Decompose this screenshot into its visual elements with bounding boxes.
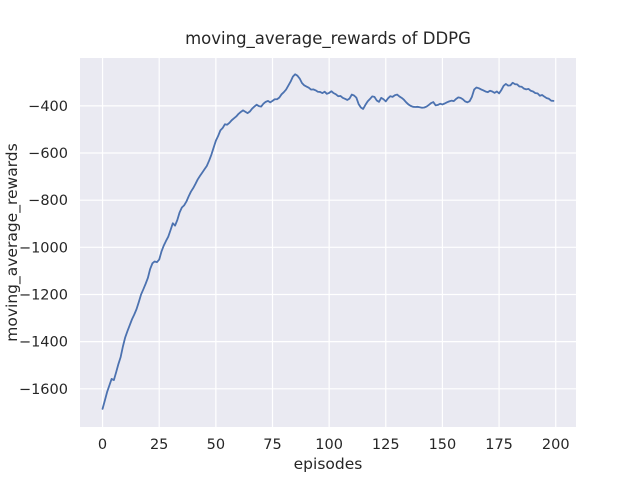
y-tick-label: −1200: [19, 287, 68, 303]
ddpg-moving-average-line: [101, 73, 555, 410]
y-tick-label: −1600: [19, 382, 68, 398]
y-tick-label: −600: [28, 146, 68, 162]
y-tick-label: −800: [28, 193, 68, 209]
x-tick-label: 25: [150, 437, 168, 453]
y-tick-labels: −400 −600 −800 −1000 −1200 −1400 −1600: [19, 99, 68, 398]
y-tick-label: −400: [28, 99, 68, 115]
plot-area: [80, 58, 576, 427]
x-tick-label: 150: [429, 437, 457, 453]
x-axis-label: episodes: [294, 455, 363, 473]
gridlines: [80, 58, 576, 427]
x-tick-label: 50: [207, 437, 225, 453]
x-tick-label: 75: [263, 437, 281, 453]
x-tick-label: 0: [98, 437, 107, 453]
x-tick-labels: 0 25 50 75 100 125 150 175 200: [98, 437, 570, 453]
y-tick-label: −1000: [19, 240, 68, 256]
x-tick-label: 175: [485, 437, 513, 453]
x-tick-label: 100: [315, 437, 343, 453]
x-tick-label: 125: [372, 437, 400, 453]
y-axis-label: moving_average_rewards: [3, 143, 22, 341]
y-tick-label: −1400: [19, 335, 68, 351]
chart-title: moving_average_rewards of DDPG: [185, 29, 471, 49]
x-tick-label: 200: [542, 437, 570, 453]
